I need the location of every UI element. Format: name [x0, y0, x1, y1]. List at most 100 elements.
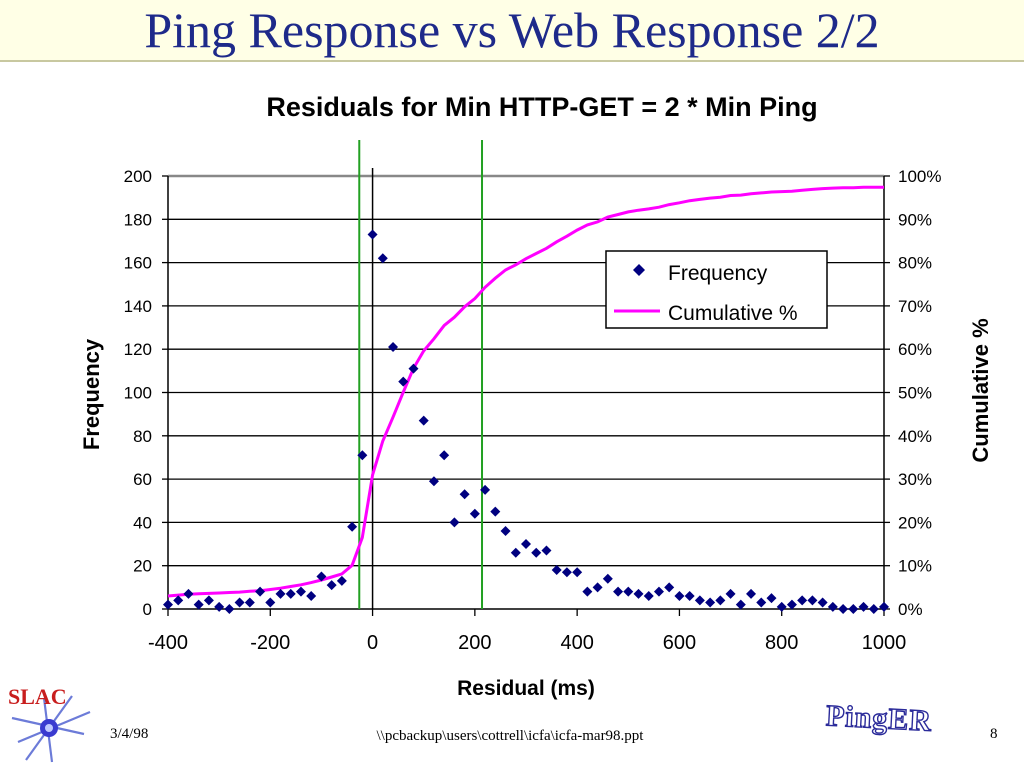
- y-tick-label: 20: [133, 557, 152, 576]
- footer-file-path: \\pcbackup\users\cottrell\icfa\icfa-mar9…: [376, 728, 644, 744]
- frequency-point: [858, 601, 869, 612]
- frequency-point: [879, 601, 889, 612]
- frequency-point: [490, 506, 501, 517]
- frequency-point: [776, 601, 787, 612]
- y2-tick-label: 90%: [898, 210, 932, 229]
- frequency-point: [786, 599, 797, 610]
- y-tick-label: 40: [133, 513, 152, 532]
- frequency-point: [643, 591, 654, 602]
- frequency-point: [398, 376, 409, 387]
- frequency-point: [336, 575, 347, 586]
- y2-tick-label: 30%: [898, 470, 932, 489]
- frequency-point: [265, 597, 276, 608]
- legend-cumulative-label: Cumulative %: [668, 302, 798, 325]
- frequency-point: [357, 450, 368, 461]
- frequency-point: [756, 597, 767, 608]
- frequency-point: [797, 595, 808, 606]
- frequency-point: [582, 586, 593, 597]
- frequency-point: [684, 591, 695, 602]
- grid-layer: [168, 174, 884, 567]
- frequency-point: [613, 586, 624, 597]
- frequency-point: [500, 526, 511, 537]
- slac-logo-text: SLAC: [8, 684, 67, 709]
- y-tick-label: 100: [124, 384, 152, 403]
- frequency-point: [428, 476, 439, 487]
- frequency-point: [255, 586, 266, 597]
- frequency-point: [725, 588, 736, 599]
- frequency-point: [244, 597, 255, 608]
- frequency-point: [214, 601, 225, 612]
- y2-tick-label: 0%: [898, 600, 923, 619]
- frequency-point: [459, 489, 470, 500]
- frequency-point: [817, 597, 828, 608]
- frequency-point: [531, 547, 542, 558]
- frequency-point: [163, 599, 173, 610]
- axes-layer: [162, 168, 890, 616]
- frequency-point: [653, 586, 664, 597]
- frequency-point: [868, 604, 879, 614]
- frequency-point: [694, 595, 705, 606]
- frequency-point: [633, 588, 644, 599]
- y-tick-label: 140: [124, 297, 152, 316]
- frequency-points-layer: [163, 229, 889, 614]
- y2-tick-label: 50%: [898, 384, 932, 403]
- frequency-point: [541, 545, 552, 556]
- legend-box: [605, 250, 828, 329]
- frequency-point: [469, 508, 480, 519]
- y2-tick-label: 70%: [898, 297, 932, 316]
- x-tick-label: 800: [765, 632, 798, 654]
- frequency-point: [735, 599, 746, 610]
- y-tick-label: 80: [133, 427, 152, 446]
- frequency-point: [388, 342, 399, 353]
- frequency-point: [521, 539, 531, 550]
- frequency-point: [439, 450, 450, 461]
- frequency-point: [347, 521, 358, 532]
- x-tick-label: -200: [250, 632, 290, 654]
- footer-date: 3/4/98: [110, 726, 149, 742]
- frequency-point: [838, 604, 849, 614]
- frequency-point: [377, 253, 388, 264]
- x-tick-label: -400: [148, 632, 188, 654]
- legend: Frequency Cumulative %: [605, 250, 828, 329]
- y2-tick-label: 100%: [898, 167, 941, 186]
- frequency-point: [602, 573, 613, 584]
- x-tick-label: 200: [458, 632, 491, 654]
- x-tick-label: 0: [367, 632, 378, 654]
- frequency-point: [807, 595, 818, 606]
- frequency-point: [418, 415, 429, 426]
- y-tick-label: 120: [124, 340, 152, 359]
- frequency-point: [480, 484, 491, 495]
- slac-logo: SLAC: [8, 684, 91, 763]
- y2-axis-label: Cumulative %: [968, 318, 993, 462]
- y-tick-label: 60: [133, 470, 152, 489]
- y-tick-label: 180: [124, 210, 152, 229]
- frequency-point: [224, 604, 235, 614]
- y2-tick-label: 20%: [898, 513, 932, 532]
- y-tick-label: 200: [124, 167, 152, 186]
- frequency-point: [705, 597, 716, 608]
- pinger-logo-text: PingER: [825, 699, 934, 739]
- legend-frequency-marker-icon: [633, 264, 645, 276]
- x-tick-label: 1000: [862, 632, 907, 654]
- frequency-point: [623, 586, 634, 597]
- chart-title: Residuals for Min HTTP-GET = 2 * Min Pin…: [266, 92, 818, 122]
- x-tick-label: 600: [663, 632, 696, 654]
- cumulative-line: [167, 185, 884, 598]
- y2-tick-label: 60%: [898, 340, 932, 359]
- frequency-point: [592, 582, 603, 593]
- frequency-point: [295, 586, 306, 597]
- legend-frequency-label: Frequency: [668, 262, 768, 285]
- frequency-point: [848, 604, 859, 614]
- frequency-point: [326, 580, 337, 591]
- frequency-point: [275, 588, 286, 599]
- frequency-point: [510, 547, 521, 558]
- y-tick-label: 160: [124, 254, 152, 273]
- frequency-point: [173, 595, 184, 606]
- frequency-point: [664, 582, 675, 593]
- x-axis-label: Residual (ms): [457, 677, 595, 700]
- frequency-point: [367, 229, 378, 240]
- frequency-point: [827, 601, 838, 612]
- axis-labels-layer: 0 20 40 60 80 100 120 140 160 180 200 0% 10% 20% 30% 40…: [79, 167, 993, 700]
- frequency-point: [193, 599, 204, 610]
- frequency-point: [285, 588, 296, 599]
